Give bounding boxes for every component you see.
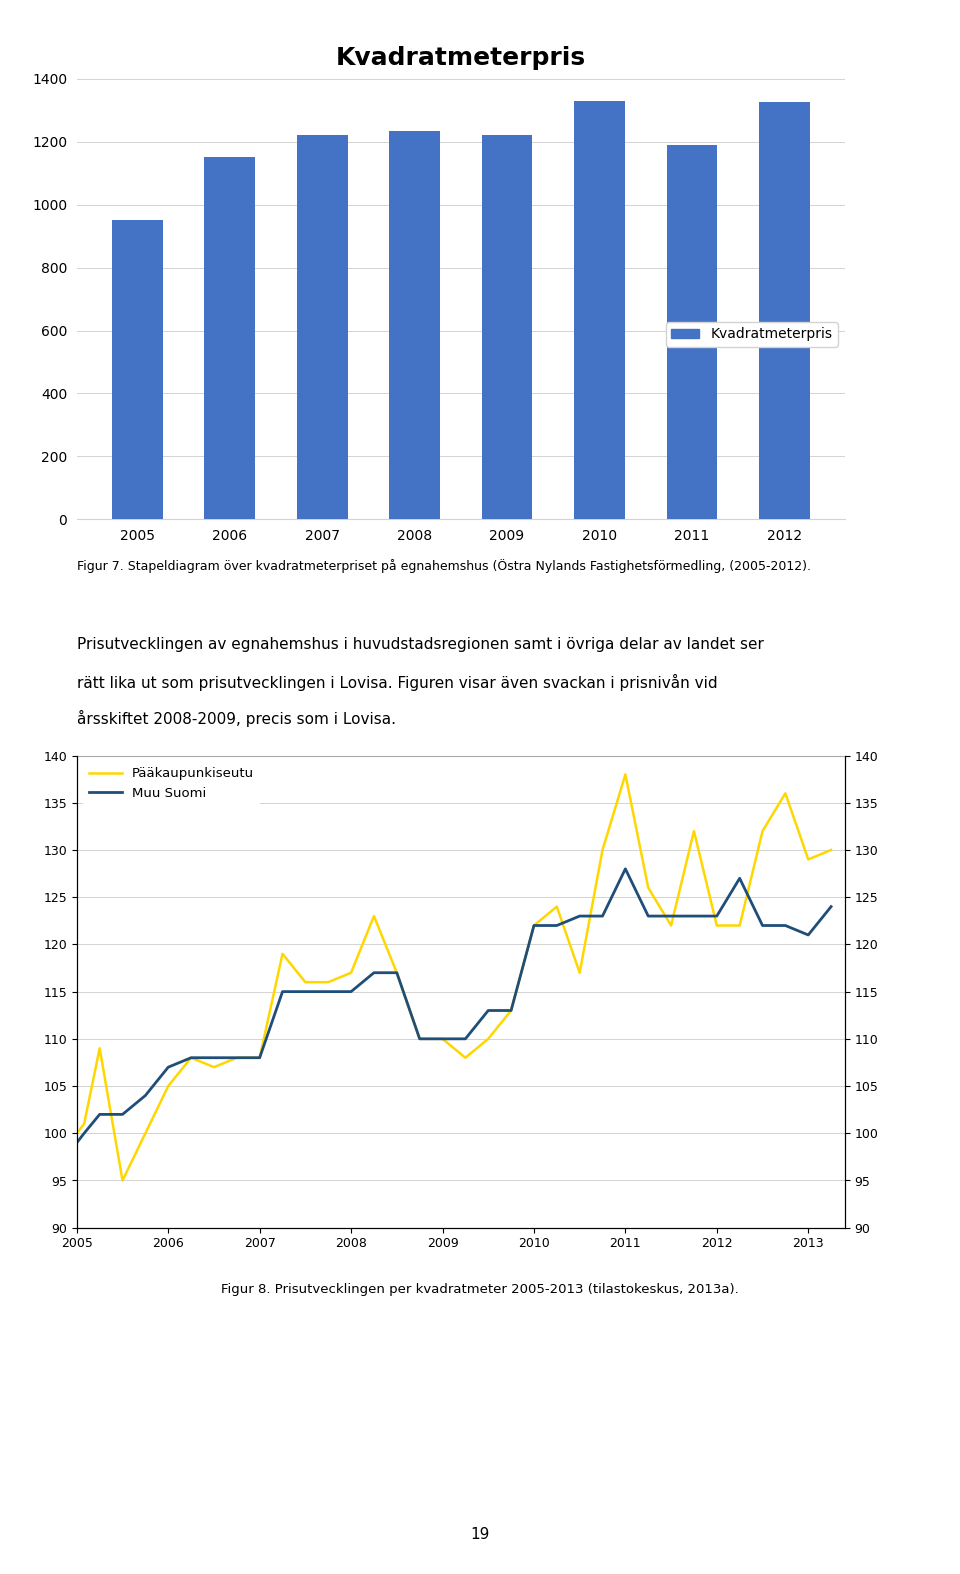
Text: 19: 19 (470, 1527, 490, 1543)
Muu Suomi (665, 907, 677, 926)
Pääkaupunkiseutu (528, 916, 540, 935)
Muu Suomi (528, 916, 540, 935)
Muu Suomi (551, 916, 563, 935)
Muu Suomi (117, 1105, 129, 1124)
Pääkaupunkiseutu (733, 916, 745, 935)
Muu Suomi (94, 1105, 106, 1124)
Pääkaupunkiseutu (162, 1077, 174, 1096)
Pääkaupunkiseutu (346, 963, 357, 982)
Pääkaupunkiseutu (185, 1048, 197, 1067)
Muu Suomi (414, 1029, 425, 1048)
Pääkaupunkiseutu (414, 1029, 425, 1048)
Pääkaupunkiseutu (756, 822, 768, 841)
Pääkaupunkiseutu (551, 897, 563, 916)
Bar (482, 135, 533, 519)
Muu Suomi (619, 859, 631, 878)
Muu Suomi (711, 907, 723, 926)
Pääkaupunkiseutu (300, 973, 311, 992)
Muu Suomi (162, 1058, 174, 1077)
Bar (111, 220, 162, 519)
Bar (759, 102, 810, 519)
Muu Suomi (437, 1029, 448, 1048)
Muu Suomi (300, 982, 311, 1001)
Muu Suomi (642, 907, 654, 926)
Muu Suomi (369, 963, 380, 982)
Text: Figur 8. Prisutvecklingen per kvadratmeter 2005-2013 (tilastokeskus, 2013a).: Figur 8. Prisutvecklingen per kvadratmet… (221, 1283, 739, 1295)
Text: Figur 7. Stapeldiagram över kvadratmeterpriset på egnahemshus (Östra Nylands Fas: Figur 7. Stapeldiagram över kvadratmeter… (77, 559, 811, 573)
Pääkaupunkiseutu (688, 822, 700, 841)
Pääkaupunkiseutu (460, 1048, 471, 1067)
Muu Suomi (597, 907, 609, 926)
Bar (389, 131, 440, 519)
Muu Suomi (79, 1124, 90, 1143)
Title: Kvadratmeterpris: Kvadratmeterpris (336, 46, 586, 69)
Muu Suomi (505, 1001, 516, 1020)
Muu Suomi (780, 916, 791, 935)
Pääkaupunkiseutu (253, 1048, 265, 1067)
Pääkaupunkiseutu (94, 1039, 106, 1058)
Pääkaupunkiseutu (597, 841, 609, 859)
Text: årsskiftet 2008-2009, precis som i Lovisa.: årsskiftet 2008-2009, precis som i Lovis… (77, 710, 396, 727)
Pääkaupunkiseutu (483, 1029, 494, 1048)
Line: Pääkaupunkiseutu: Pääkaupunkiseutu (77, 774, 831, 1180)
Bar (297, 135, 348, 519)
Pääkaupunkiseutu (369, 907, 380, 926)
Pääkaupunkiseutu (117, 1171, 129, 1190)
Bar (666, 145, 717, 519)
Muu Suomi (231, 1048, 243, 1067)
Pääkaupunkiseutu (803, 850, 814, 869)
Muu Suomi (323, 982, 334, 1001)
Muu Suomi (460, 1029, 471, 1048)
Text: Prisutvecklingen av egnahemshus i huvudstadsregionen samt i övriga delar av land: Prisutvecklingen av egnahemshus i huvuds… (77, 637, 763, 653)
Muu Suomi (208, 1048, 220, 1067)
Muu Suomi (346, 982, 357, 1001)
Pääkaupunkiseutu (505, 1001, 516, 1020)
Muu Suomi (826, 897, 837, 916)
Pääkaupunkiseutu (780, 784, 791, 803)
Legend: Pääkaupunkiseutu, Muu Suomi: Pääkaupunkiseutu, Muu Suomi (84, 762, 259, 806)
Pääkaupunkiseutu (642, 878, 654, 897)
Pääkaupunkiseutu (71, 1124, 83, 1143)
Pääkaupunkiseutu (619, 765, 631, 784)
Muu Suomi (688, 907, 700, 926)
Bar (574, 101, 625, 519)
Muu Suomi (803, 926, 814, 944)
Pääkaupunkiseutu (139, 1124, 151, 1143)
Muu Suomi (276, 982, 288, 1001)
Muu Suomi (185, 1048, 197, 1067)
Legend: Kvadratmeterpris: Kvadratmeterpris (666, 321, 838, 346)
Muu Suomi (756, 916, 768, 935)
Pääkaupunkiseutu (391, 963, 402, 982)
Muu Suomi (71, 1133, 83, 1152)
Muu Suomi (733, 869, 745, 888)
Text: rätt lika ut som prisutvecklingen i Lovisa. Figuren visar även svackan i prisniv: rätt lika ut som prisutvecklingen i Lovi… (77, 674, 717, 691)
Muu Suomi (574, 907, 586, 926)
Pääkaupunkiseutu (711, 916, 723, 935)
Muu Suomi (483, 1001, 494, 1020)
Muu Suomi (139, 1086, 151, 1105)
Pääkaupunkiseutu (437, 1029, 448, 1048)
Bar (204, 157, 255, 519)
Pääkaupunkiseutu (574, 963, 586, 982)
Line: Muu Suomi: Muu Suomi (77, 869, 831, 1143)
Pääkaupunkiseutu (231, 1048, 243, 1067)
Pääkaupunkiseutu (208, 1058, 220, 1077)
Pääkaupunkiseutu (826, 841, 837, 859)
Pääkaupunkiseutu (79, 1114, 90, 1133)
Pääkaupunkiseutu (665, 916, 677, 935)
Muu Suomi (253, 1048, 265, 1067)
Pääkaupunkiseutu (276, 944, 288, 963)
Muu Suomi (391, 963, 402, 982)
Pääkaupunkiseutu (323, 973, 334, 992)
